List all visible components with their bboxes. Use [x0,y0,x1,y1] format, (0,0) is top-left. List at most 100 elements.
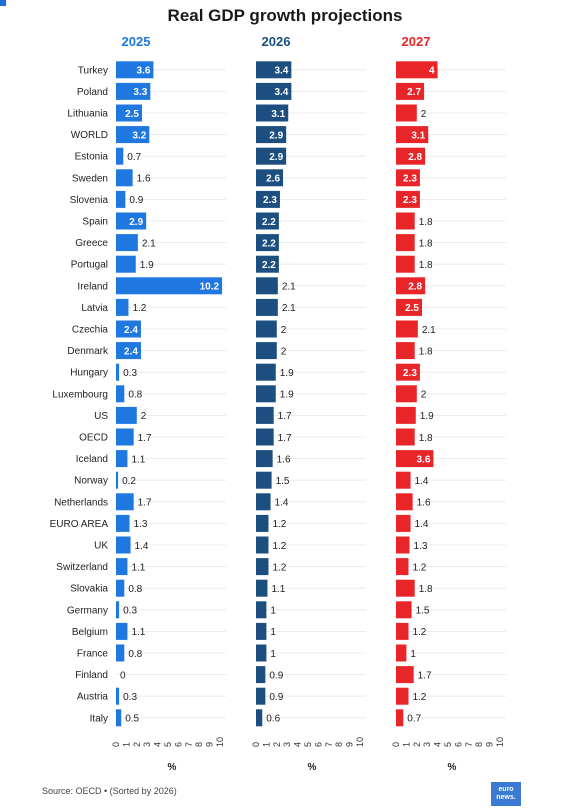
bar [256,493,271,511]
data-label: 2.4 [124,346,138,357]
data-label: 1.8 [419,260,433,271]
bar [116,277,223,295]
category-label: Latvia [81,303,108,314]
axis-unit-label: % [448,762,457,773]
data-label: 2.1 [422,325,436,336]
category-label: WORLD [71,130,108,141]
data-label: 3.4 [274,66,288,77]
bar [256,471,272,489]
bar [396,687,409,705]
tick-label: 1 [261,742,271,747]
category-label: Belgium [72,627,108,638]
data-label: 2 [281,346,287,357]
bar [396,471,411,489]
bar [256,82,292,100]
tick-label: 1 [401,742,411,747]
data-label: 0.3 [123,606,137,617]
data-label: 2.2 [262,260,276,271]
data-label: 0.5 [125,714,139,725]
data-label: 1.2 [132,303,146,314]
bar [116,601,120,619]
bar [256,126,287,144]
tick-label: 6 [313,742,323,747]
bar [256,147,287,165]
tick-label: 5 [443,742,453,747]
data-label: 1.9 [420,411,434,422]
axis-unit-label: % [168,762,177,773]
data-label: 1.6 [137,174,151,185]
series-header: 2027 [402,34,431,49]
tick-label: 10 [215,737,225,747]
bar [116,385,125,403]
data-label: 2.3 [263,195,277,206]
category-label: Portugal [71,260,108,271]
bar [396,622,409,640]
bar [256,234,279,252]
data-label: 1.2 [412,692,426,703]
data-label: 0.8 [128,584,142,595]
bar [116,709,122,727]
data-label: 1.8 [419,433,433,444]
data-label: 0 [120,670,126,681]
corner-mark [0,0,6,6]
bar [396,61,438,79]
tick-label: 2 [132,742,142,747]
bar [396,126,429,144]
category-label: Iceland [76,454,108,465]
data-label: 2.2 [262,217,276,228]
category-label: Finland [75,670,108,681]
bar [116,234,138,252]
category-label: Lithuania [67,109,108,120]
category-label: EURO AREA [50,519,109,530]
tick-label: 10 [495,737,505,747]
data-label: 4 [429,66,435,77]
tick-label: 3 [282,742,292,747]
data-label: 1.8 [419,346,433,357]
tick-label: 2 [412,742,422,747]
bar [396,234,415,252]
data-label: 1.8 [419,217,433,228]
tick-label: 4 [293,742,303,747]
category-label: Denmark [67,346,109,357]
category-label: Slovakia [70,584,108,595]
data-label: 1.4 [415,476,429,487]
category-label: Ireland [77,281,108,292]
data-label: 2.7 [407,87,421,98]
data-label: 0.8 [128,649,142,660]
data-label: 2.1 [282,282,296,293]
data-label: 1.5 [276,476,290,487]
bar [256,666,266,684]
bar [256,190,280,208]
bar [116,622,128,640]
bar [116,558,128,576]
tick-label: 9 [345,742,355,747]
bar [116,147,124,165]
data-label: 2.4 [124,325,138,336]
source-note: Source: OECD • (Sorted by 2026) [42,786,177,796]
data-label: 0.3 [123,368,137,379]
category-label: Slovenia [70,195,109,206]
data-label: 3.4 [274,87,288,98]
bar [256,687,266,705]
bar [396,493,413,511]
tick-label: 10 [355,737,365,747]
bar [396,82,425,100]
bar [396,536,410,554]
bar [396,579,415,597]
category-label: Germany [67,605,108,616]
tick-label: 2 [272,742,282,747]
data-label: 1.2 [272,541,286,552]
bar [116,644,125,662]
data-label: 0.3 [123,692,137,703]
bar [396,190,420,208]
bar [256,644,267,662]
bar [116,342,141,360]
category-label: Czechia [72,325,109,336]
category-label: UK [94,541,108,552]
bar [116,190,126,208]
data-label: 1.1 [271,584,285,595]
bar [396,558,409,576]
data-label: 1.7 [278,411,292,422]
bar [116,320,141,338]
bar [396,277,426,295]
